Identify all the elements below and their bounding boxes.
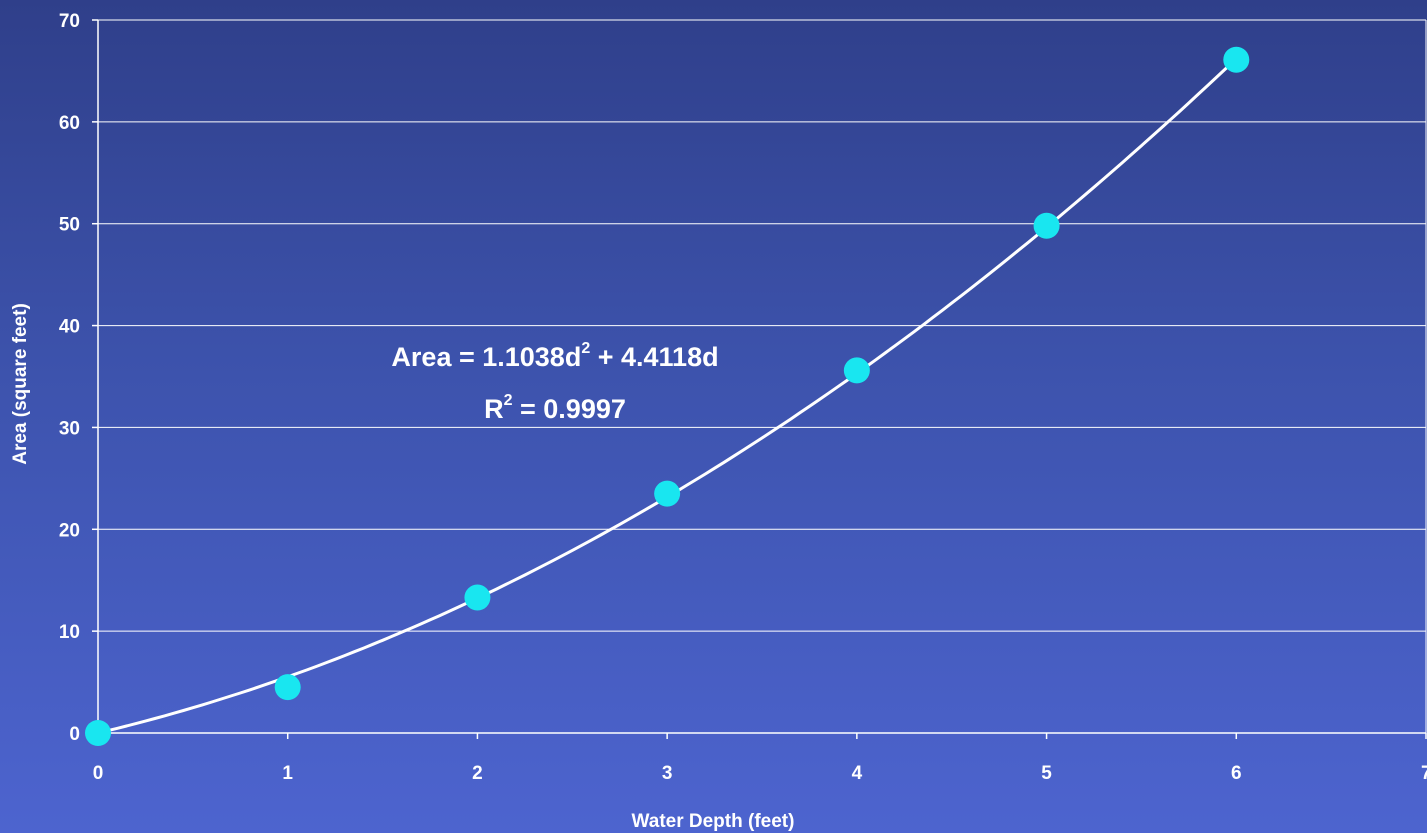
y-tick-label-0: 0 — [69, 724, 80, 745]
data-point-0-6 — [1223, 46, 1250, 73]
x-tick-labels: 0 1 2 3 4 5 6 7 — [93, 763, 1427, 784]
x-tick-label-1: 1 — [282, 763, 293, 784]
equation-tail: + 4.4118d — [590, 342, 718, 372]
data-point-0-5 — [1033, 212, 1060, 239]
trendline-equation: Area = 1.1038d2 + 4.4118d — [391, 340, 718, 372]
gridlines — [98, 19, 1426, 632]
y-tick-label-50: 50 — [59, 215, 80, 236]
equation-exponent: 2 — [581, 340, 590, 357]
r-squared-symbol: R — [484, 394, 504, 424]
y-axis-title: Area (square feet) — [10, 303, 31, 465]
r-squared-value: = 0.9997 — [513, 394, 626, 424]
data-points — [85, 46, 1250, 746]
trendline — [97, 57, 1238, 735]
axes — [92, 19, 1427, 739]
data-point-0-4 — [843, 357, 870, 384]
x-tick-label-5: 5 — [1041, 763, 1052, 784]
x-tick-label-6: 6 — [1231, 763, 1242, 784]
y-tick-label-40: 40 — [59, 317, 80, 338]
equation-main: Area = 1.1038d — [391, 342, 581, 372]
data-point-0-0 — [85, 720, 111, 746]
y-tick-label-20: 20 — [59, 520, 80, 541]
y-tick-label-70: 70 — [59, 11, 80, 32]
x-tick-label-7: 7 — [1421, 763, 1427, 784]
data-point-0-2 — [464, 584, 491, 611]
y-tick-label-60: 60 — [59, 113, 80, 134]
x-tick-label-0: 0 — [93, 763, 104, 784]
y-tick-label-10: 10 — [59, 622, 80, 643]
x-tick-label-4: 4 — [852, 763, 863, 784]
y-tick-labels: 0 10 20 30 40 50 60 70 — [59, 11, 80, 745]
y-tick-label-30: 30 — [59, 418, 80, 439]
data-point-0-1 — [274, 674, 301, 701]
x-tick-label-3: 3 — [662, 763, 673, 784]
x-tick-label-2: 2 — [472, 763, 483, 784]
r-squared-label: R2 = 0.9997 — [484, 392, 626, 424]
data-point-0-3 — [654, 480, 681, 507]
x-axis-title: Water Depth (feet) — [632, 811, 795, 832]
r-squared-exponent: 2 — [504, 392, 513, 409]
